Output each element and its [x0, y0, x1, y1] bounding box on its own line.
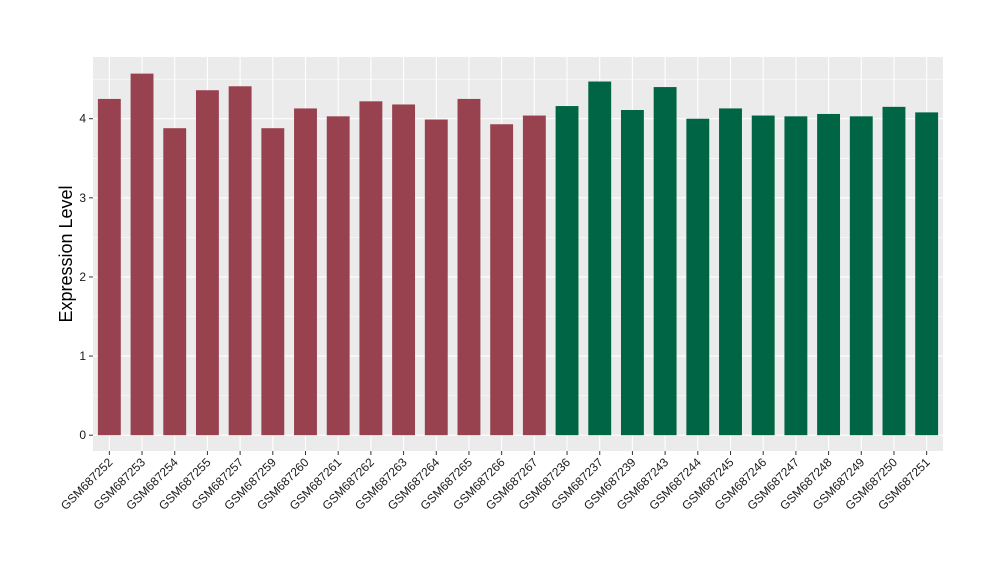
- bar: [457, 98, 481, 436]
- bar: [195, 90, 219, 436]
- y-axis: 0 1 2 3 4: [79, 112, 93, 442]
- bar: [163, 128, 187, 436]
- bar: [719, 108, 742, 436]
- bar: [653, 87, 677, 436]
- bar: [359, 101, 383, 436]
- bar: [620, 110, 644, 436]
- y-axis-title: Expression Level: [56, 185, 76, 322]
- bar: [424, 119, 448, 436]
- bars: [97, 73, 939, 436]
- bar: [915, 112, 939, 436]
- y-tick-label: 3: [79, 191, 86, 205]
- bar: [588, 81, 612, 436]
- bar: [228, 86, 252, 436]
- bar: [555, 106, 579, 436]
- bar: [490, 124, 514, 436]
- x-axis: GSM687252GSM687253GSM687254GSM687255GSM6…: [58, 451, 933, 513]
- plot-panel: [93, 57, 943, 451]
- bar: [392, 104, 416, 436]
- bar: [686, 118, 710, 436]
- bar: [784, 116, 808, 436]
- bar: [326, 116, 350, 436]
- bar: [849, 116, 873, 436]
- bar: [751, 115, 775, 436]
- bar: [130, 73, 154, 436]
- bar: [882, 106, 906, 436]
- y-tick-label: 0: [79, 428, 86, 442]
- y-tick-label: 1: [79, 349, 86, 363]
- bar: [522, 115, 546, 436]
- bar: [817, 113, 841, 436]
- bar: [261, 128, 285, 436]
- bar: [97, 98, 121, 436]
- bar: [294, 108, 317, 436]
- y-tick-label: 2: [79, 270, 86, 284]
- y-tick-label: 4: [79, 112, 86, 126]
